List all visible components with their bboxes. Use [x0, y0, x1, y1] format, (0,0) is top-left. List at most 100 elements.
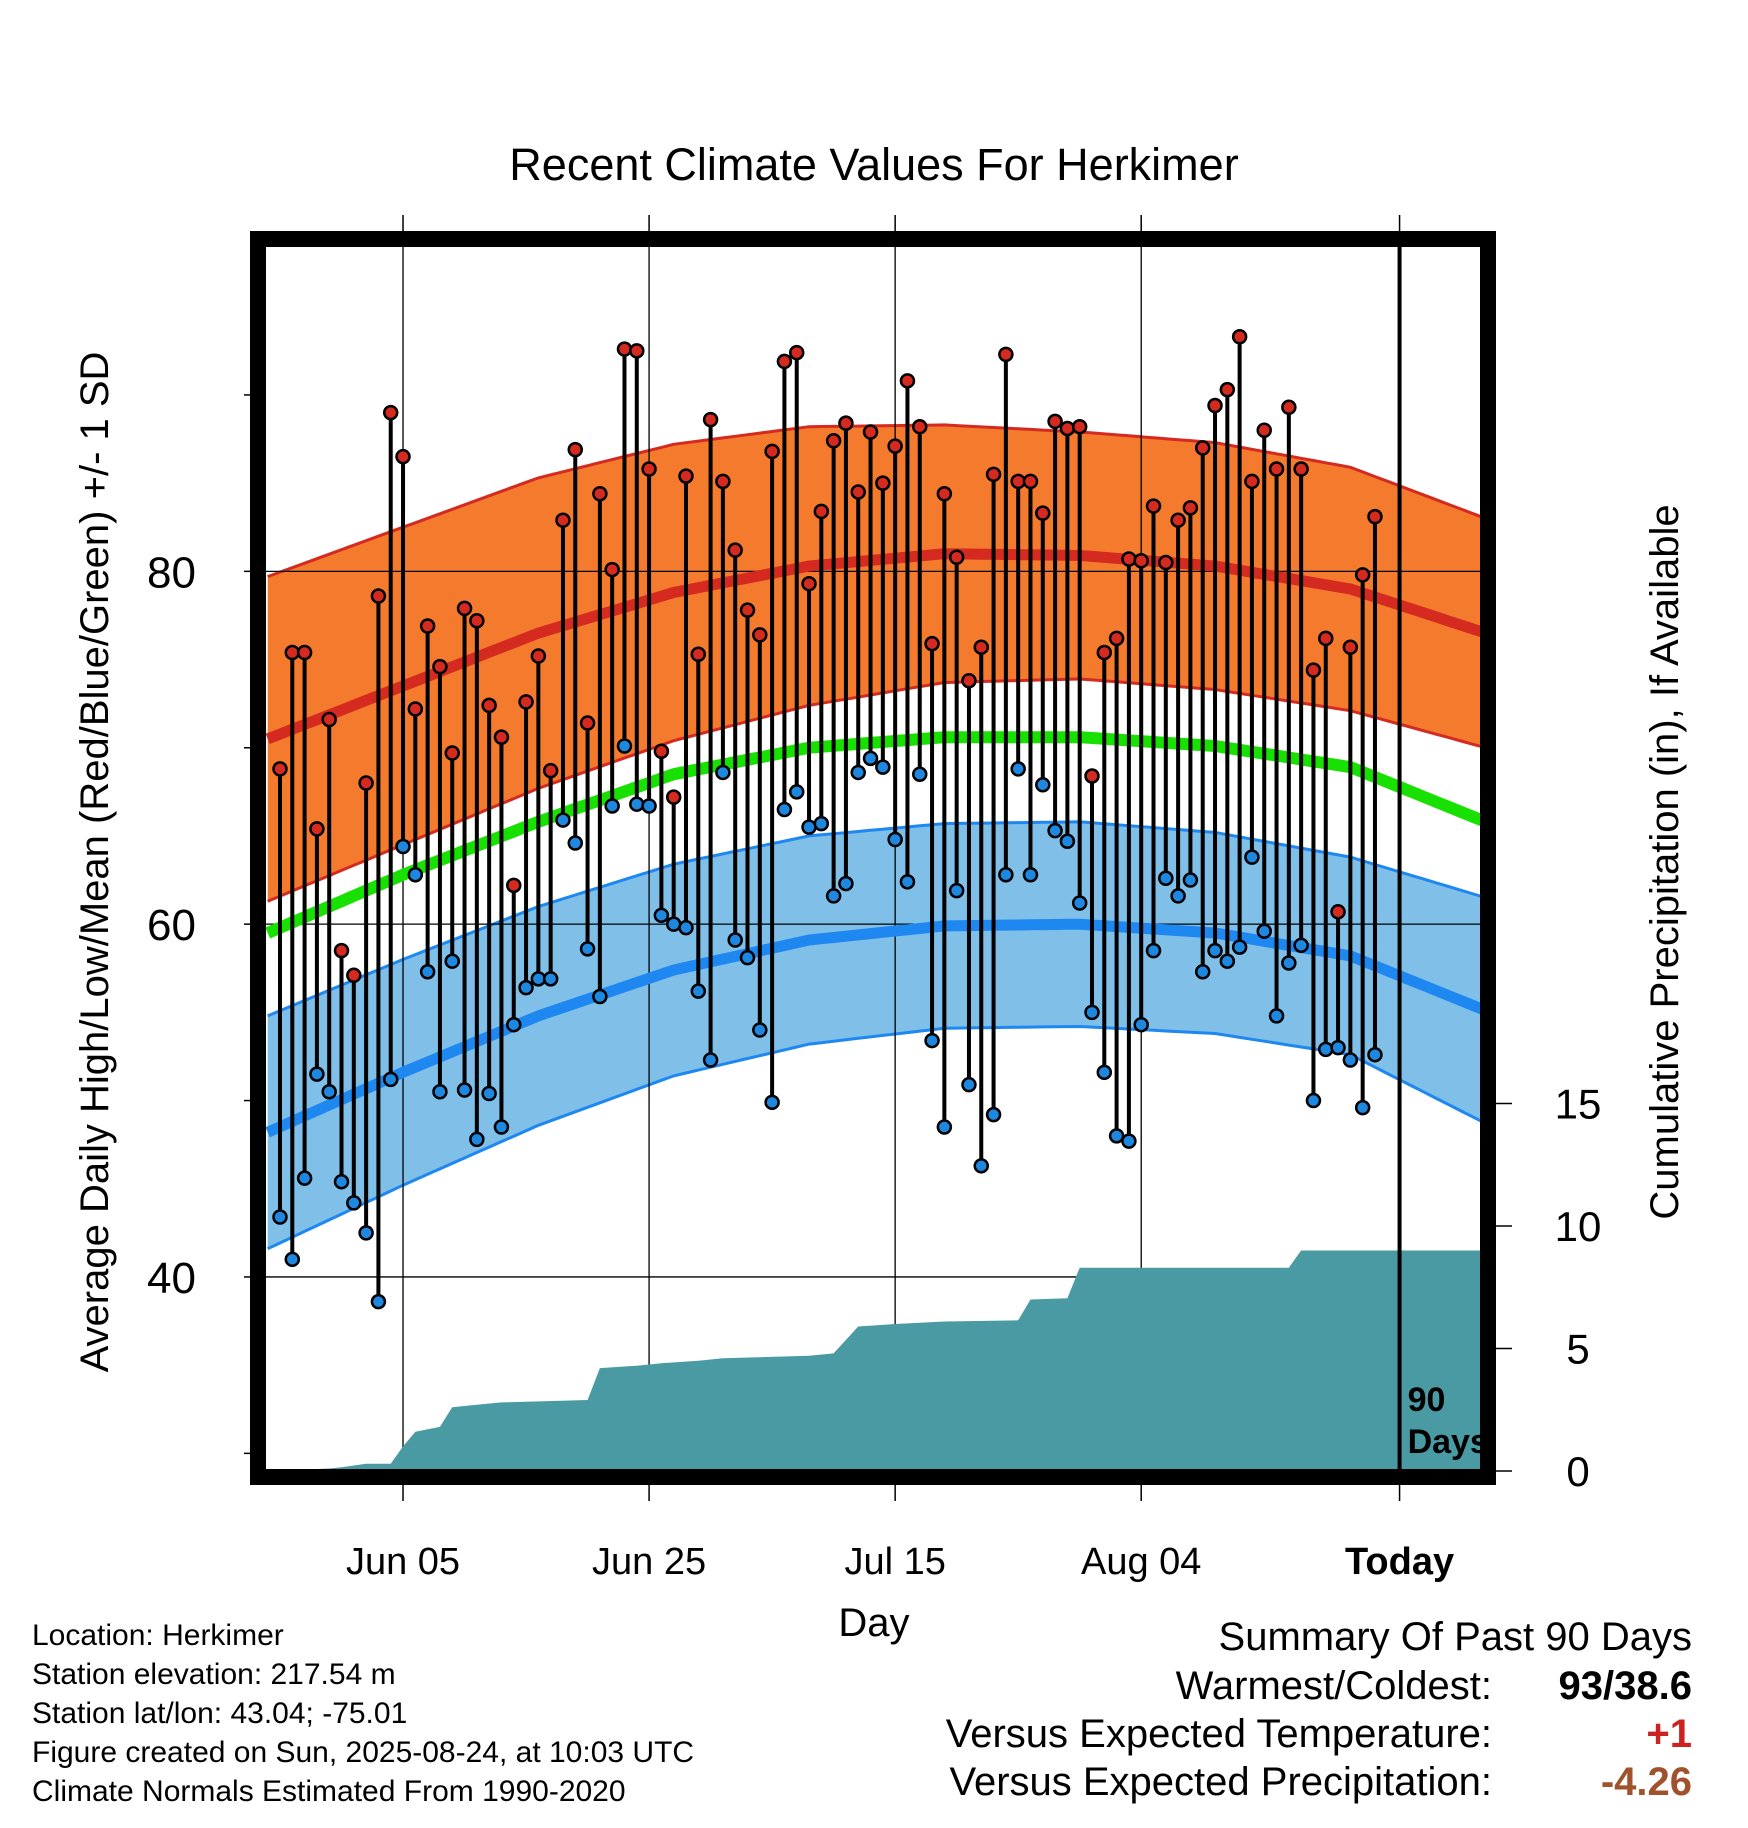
- daily-low-point: [727, 932, 743, 948]
- daily-high-point: [1354, 567, 1371, 583]
- y-right-tick-label: 5: [1566, 1326, 1589, 1373]
- daily-low-point: [1293, 937, 1309, 954]
- daily-low-point: [284, 1251, 301, 1268]
- daily-low-point: [1035, 777, 1051, 793]
- warmest-coldest-value: 93/38.6: [1558, 1664, 1692, 1708]
- daily-high-point: [665, 789, 682, 805]
- daily-low-point: [444, 953, 460, 969]
- daily-low-point: [665, 916, 682, 932]
- daily-high-point: [1108, 630, 1125, 647]
- daily-low-point: [1305, 1092, 1322, 1109]
- daily-high-point: [1293, 461, 1309, 477]
- daily-low-point: [481, 1085, 497, 1102]
- daily-low-point: [1244, 849, 1260, 865]
- daily-low-point: [493, 1119, 510, 1135]
- daily-high-point: [776, 353, 793, 370]
- daily-high-point: [1182, 500, 1199, 516]
- daily-high-point: [296, 644, 313, 661]
- daily-low-point: [1158, 870, 1174, 887]
- daily-high-point: [973, 639, 990, 655]
- daily-low-point: [604, 798, 620, 814]
- summary-heading: Summary Of Past 90 Days: [1218, 1615, 1692, 1659]
- summary-precipitation: Versus Expected Precipitation: -4.26: [946, 1758, 1692, 1806]
- daily-low-point: [407, 867, 424, 883]
- daily-high-point: [542, 762, 559, 779]
- daily-low-point: [838, 875, 854, 892]
- warmest-coldest-label: Warmest/Coldest:: [1175, 1664, 1492, 1708]
- summary-warmest-coldest: Warmest/Coldest: 93/38.6: [946, 1662, 1692, 1710]
- daily-low-point: [1318, 1041, 1334, 1058]
- daily-high-point: [1244, 473, 1260, 490]
- daily-high-point: [481, 697, 497, 714]
- daily-low-point: [825, 888, 842, 904]
- summary-panel: Summary Of Past 90 Days Warmest/Coldest:…: [946, 1612, 1692, 1806]
- daily-low-point: [309, 1066, 325, 1082]
- daily-low-point: [936, 1119, 953, 1135]
- daily-high-point: [272, 761, 288, 777]
- daily-low-point: [370, 1293, 387, 1310]
- normal-low-band-upper-edge: [267, 820, 1482, 1018]
- daily-high-point: [752, 627, 768, 643]
- daily-high-point: [530, 648, 547, 664]
- daily-low-point: [1268, 1008, 1285, 1024]
- daily-high-point: [1367, 508, 1383, 525]
- daily-low-point: [272, 1209, 288, 1225]
- daily-low-point: [296, 1170, 313, 1186]
- daily-high-point: [1219, 381, 1236, 398]
- daily-high-point: [961, 672, 977, 689]
- daily-low-point: [1367, 1046, 1383, 1063]
- daily-high-point: [1330, 904, 1346, 920]
- daily-high-point: [1096, 644, 1113, 661]
- daily-high-point: [592, 485, 608, 502]
- precip-vs-expected-value: -4.26: [1600, 1760, 1692, 1804]
- y-left-tick-label: 60: [147, 901, 196, 950]
- y-left-tick-label: 80: [147, 548, 196, 597]
- daily-low-point: [1071, 895, 1088, 911]
- daily-high-point: [788, 344, 805, 361]
- daily-high-point: [1268, 461, 1285, 477]
- daily-high-point: [555, 512, 571, 528]
- daily-high-point: [321, 711, 337, 728]
- daily-high-point: [1170, 512, 1186, 528]
- daily-low-point: [1096, 1064, 1113, 1081]
- daily-high-point: [444, 745, 460, 761]
- y-right-tick-label: 15: [1555, 1081, 1602, 1128]
- x-tick-label: Today: [1345, 1541, 1454, 1583]
- daily-high-point: [1121, 551, 1137, 567]
- daily-high-point: [419, 618, 436, 634]
- daily-low-point: [801, 819, 817, 835]
- daily-low-point: [1207, 942, 1223, 959]
- daily-low-point: [1182, 872, 1199, 888]
- daily-low-point: [333, 1173, 350, 1190]
- daily-high-point: [1342, 639, 1359, 655]
- daily-low-point: [1022, 867, 1039, 883]
- daily-high-point: [1059, 420, 1076, 437]
- daily-low-point: [850, 764, 866, 781]
- daily-low-point: [1121, 1133, 1137, 1149]
- daily-low-point: [653, 907, 670, 924]
- daily-low-point: [1281, 955, 1297, 971]
- daily-low-point: [1010, 761, 1026, 777]
- daily-high-point: [813, 503, 830, 520]
- plot-frame: [250, 231, 1496, 1485]
- y-right-tick-label: 0: [1566, 1448, 1589, 1495]
- daily-low-point: [432, 1083, 448, 1100]
- daily-low-point: [752, 1022, 768, 1038]
- daily-low-point: [690, 983, 707, 999]
- daily-high-point: [875, 475, 891, 491]
- figure-created: Figure created on Sun, 2025-08-24, at 10…: [32, 1736, 695, 1769]
- daily-high-point: [284, 644, 301, 661]
- y-right-tick-label: 10: [1555, 1203, 1602, 1250]
- normal-high-band-lower-edge: [267, 677, 1482, 903]
- daily-low-point: [973, 1158, 990, 1174]
- daily-low-point: [382, 1071, 399, 1088]
- daily-low-point: [764, 1094, 780, 1111]
- daily-high-point: [616, 341, 633, 357]
- station-latlon: Station lat/lon: 43.04; -75.01: [32, 1697, 408, 1730]
- daily-low-point: [678, 919, 694, 936]
- daily-low-point: [567, 835, 584, 851]
- daily-high-point: [887, 438, 903, 454]
- daily-high-point: [1305, 662, 1322, 678]
- daily-low-point: [395, 838, 411, 855]
